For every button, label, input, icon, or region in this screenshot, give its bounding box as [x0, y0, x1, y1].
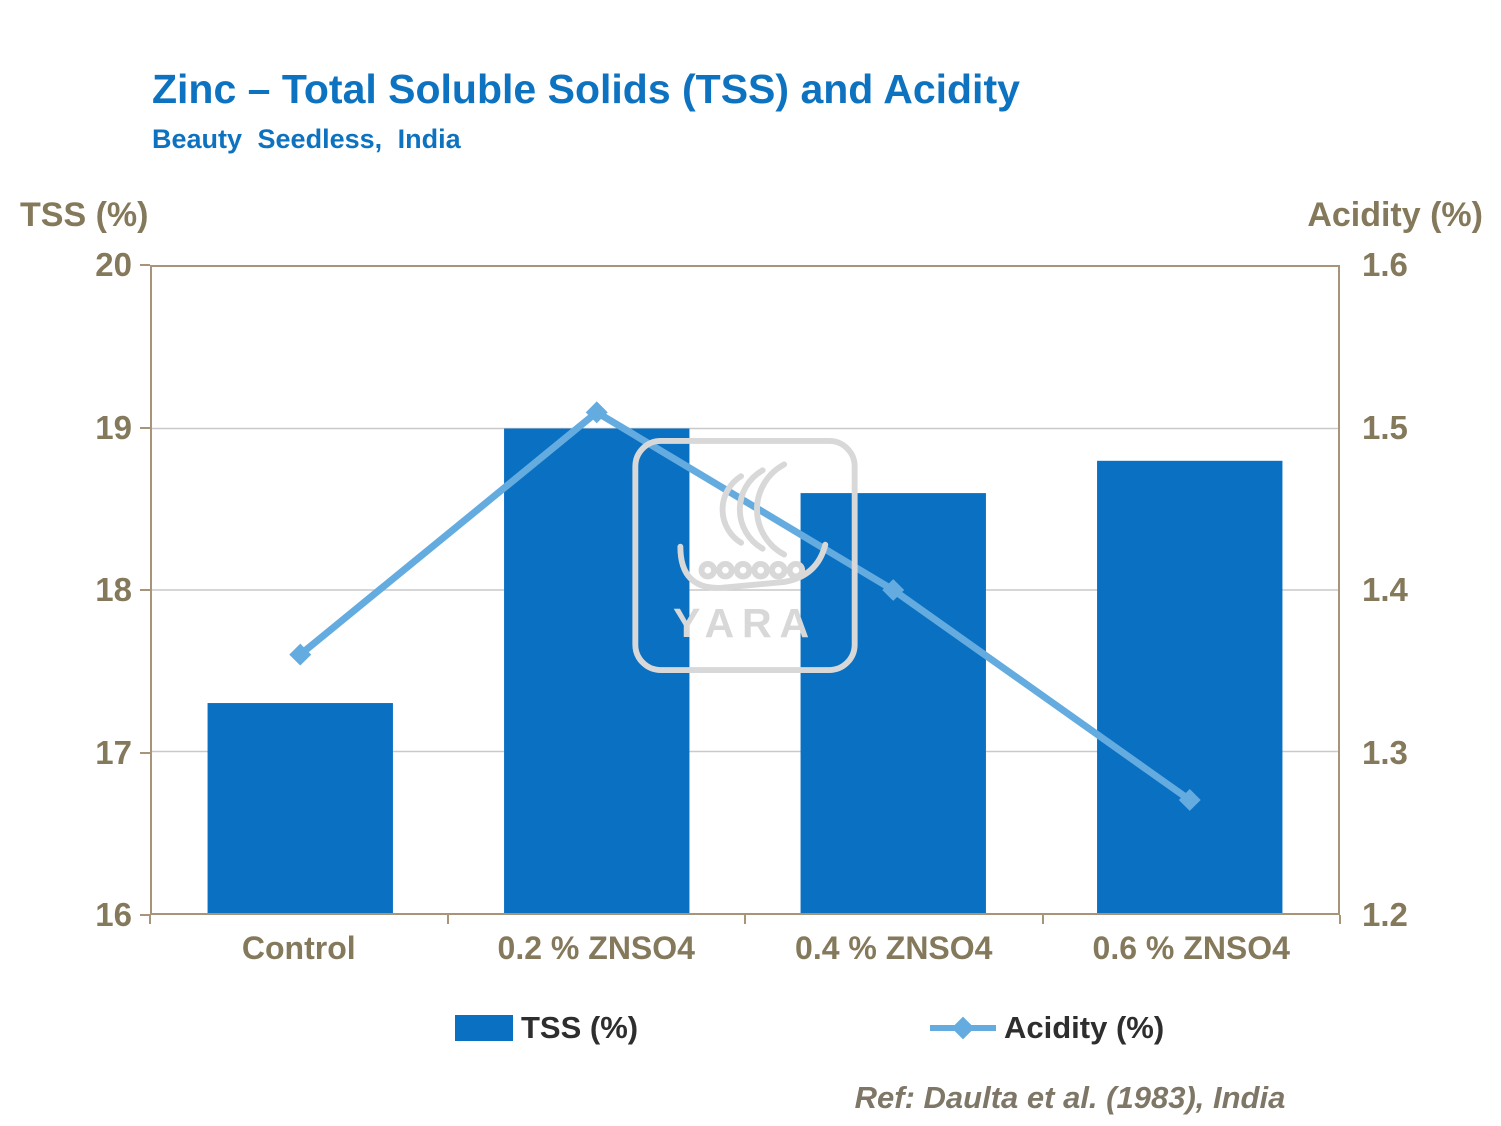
x-category-label: 0.6 % ZNSO4 — [1092, 930, 1290, 966]
x-category-label: 0.4 % ZNSO4 — [795, 930, 993, 966]
left-tick-label: 20 — [95, 246, 132, 283]
acidity-marker-diamond — [585, 401, 608, 424]
right-tick-label: 1.6 — [1362, 246, 1408, 283]
chart-title: Zinc – Total Soluble Solids (TSS) and Ac… — [152, 66, 1020, 112]
left-tick-label: 18 — [95, 571, 132, 608]
acidity-marker-diamond — [289, 643, 312, 666]
acidity-legend-label: Acidity (%) — [1004, 1010, 1165, 1045]
bottom-tick-mark — [1041, 915, 1044, 924]
bottom-tick-mark — [744, 915, 746, 924]
right-tick-label: 1.4 — [1362, 571, 1408, 608]
left-tick-mark — [140, 914, 150, 916]
x-category-label: Control — [241, 930, 356, 966]
tss-bar — [1097, 460, 1283, 913]
left-tick-label: 16 — [95, 896, 132, 933]
legend-item-tss: TSS (%) — [455, 1010, 638, 1046]
acidity-line — [296, 408, 1194, 804]
tss-bar — [207, 703, 393, 913]
acidity-legend-diamond-icon — [951, 1016, 975, 1040]
x-category-label: 0.2 % ZNSO4 — [497, 930, 695, 966]
tss-legend-swatch — [455, 1015, 513, 1041]
tss-bar — [800, 493, 986, 913]
chart-subtitle: Beauty Seedless, India — [152, 124, 461, 154]
legend-item-acidity: Acidity (%) — [930, 1010, 1164, 1046]
bottom-tick-mark — [1339, 915, 1341, 924]
acidity-marker-diamond — [1178, 789, 1201, 811]
left-tick-mark — [140, 589, 150, 591]
tss-bar — [504, 428, 690, 913]
acidity-legend-marker — [930, 1014, 996, 1042]
left-tick-label: 17 — [95, 733, 132, 771]
tss-legend-label: TSS (%) — [521, 1010, 639, 1045]
left-tick-mark — [140, 426, 150, 429]
left-axis-label: TSS (%) — [20, 196, 149, 234]
right-tick-label: 1.5 — [1362, 408, 1408, 446]
left-tick-mark — [140, 751, 150, 754]
right-tick-label: 1.3 — [1362, 733, 1408, 771]
left-tick-label: 19 — [95, 408, 132, 446]
right-tick-label: 1.2 — [1362, 896, 1408, 933]
chart-canvas — [152, 401, 1338, 913]
plot-area: YARA — [150, 265, 1340, 915]
bottom-tick-mark — [446, 915, 449, 924]
left-tick-mark — [140, 264, 150, 266]
right-axis-label: Acidity (%) — [1307, 196, 1483, 234]
bottom-tick-mark — [149, 915, 151, 924]
reference-text: Ref: Daulta et al. (1983), India — [854, 1080, 1286, 1115]
